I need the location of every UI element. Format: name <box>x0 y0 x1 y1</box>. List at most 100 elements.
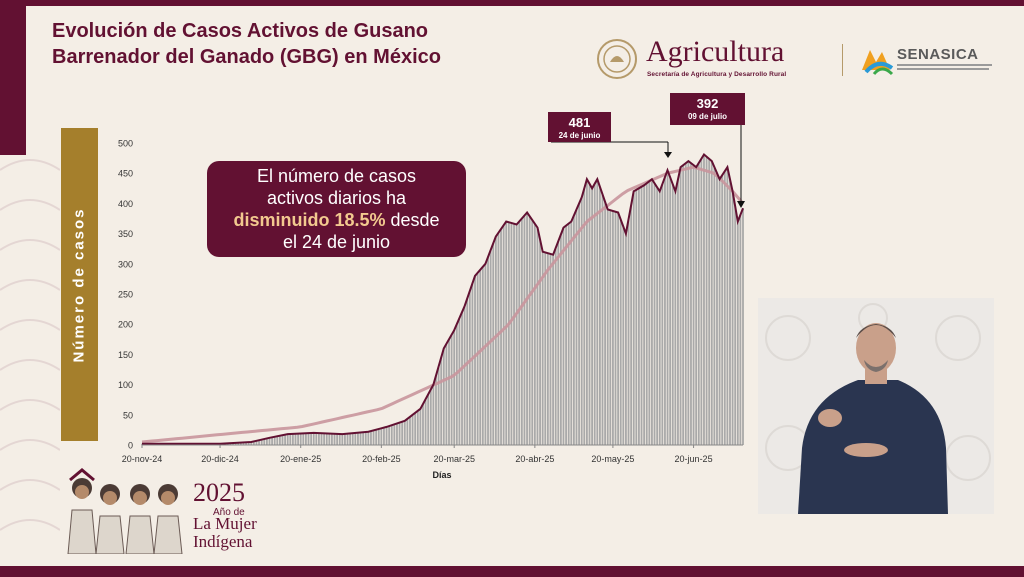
daily-bar <box>572 215 575 445</box>
daily-bar <box>450 334 453 445</box>
peak-392-label: 392 09 de julio <box>670 93 745 125</box>
daily-bar <box>510 223 513 445</box>
daily-bar <box>739 214 742 445</box>
daily-bar <box>315 433 318 445</box>
x-tick-label: 20-may-25 <box>591 454 634 464</box>
callout-line-1: El número de casos <box>256 166 417 186</box>
daily-bar <box>544 252 547 445</box>
daily-bar <box>593 183 596 445</box>
daily-bar <box>596 179 599 446</box>
daily-bar <box>286 434 289 445</box>
daily-bar <box>690 163 692 445</box>
daily-bar <box>726 167 729 445</box>
daily-bar <box>679 167 682 445</box>
daily-bar <box>531 220 534 445</box>
y-tick-label: 500 <box>118 139 133 149</box>
x-tick-label: 20-dic-24 <box>201 454 239 464</box>
daily-bar <box>323 433 326 445</box>
daily-bar <box>671 184 674 445</box>
daily-bar <box>677 179 679 446</box>
daily-bar <box>432 384 435 445</box>
daily-bar <box>617 212 620 445</box>
daily-bar <box>297 433 300 445</box>
daily-bar <box>398 422 401 445</box>
daily-bar <box>427 394 430 445</box>
daily-bar <box>692 165 695 445</box>
daily-bar <box>664 177 666 446</box>
daily-bar <box>630 205 633 445</box>
daily-bar <box>435 375 437 445</box>
daily-bar <box>622 226 625 445</box>
y-tick-label: 300 <box>118 259 133 269</box>
daily-bar <box>338 434 341 445</box>
daily-bar <box>599 186 601 446</box>
agency-subtitle: Secretaría de Agricultura y Desarrollo R… <box>647 71 787 78</box>
daily-bar <box>640 186 643 446</box>
year-dedication-line-1: La Mujer <box>193 514 257 533</box>
daily-bar <box>601 194 604 445</box>
daily-bar <box>305 433 307 445</box>
daily-bar <box>242 442 245 445</box>
daily-bar <box>445 343 448 445</box>
decorative-pattern <box>0 159 60 531</box>
daily-bar <box>252 441 255 445</box>
daily-bar <box>580 197 583 445</box>
daily-bar <box>414 412 417 445</box>
daily-bar <box>377 428 380 445</box>
daily-bar <box>481 266 484 445</box>
daily-bar <box>507 222 510 445</box>
year-subtitle: Año de <box>213 507 245 518</box>
daily-bar <box>559 234 562 445</box>
x-tick-label: 20-nov-24 <box>122 454 163 464</box>
daily-bar <box>416 410 419 445</box>
daily-bar <box>723 171 726 445</box>
year-dedication: La Mujer Indígena <box>193 515 257 551</box>
daily-bar <box>239 442 242 445</box>
daily-bar <box>388 426 391 445</box>
daily-bar <box>380 428 383 445</box>
daily-bar <box>250 441 253 445</box>
daily-bar <box>390 425 393 445</box>
daily-bar <box>541 251 544 445</box>
daily-bar <box>422 403 424 445</box>
bottom-band <box>0 566 1024 577</box>
daily-bar <box>518 221 521 445</box>
y-tick-label: 200 <box>118 320 133 330</box>
daily-line <box>142 152 744 445</box>
daily-bar <box>643 185 646 445</box>
daily-bar <box>674 191 677 445</box>
daily-bar <box>409 416 411 445</box>
daily-bar <box>713 167 716 445</box>
daily-bar <box>494 236 497 445</box>
daily-bar <box>669 177 672 446</box>
daily-bar <box>497 232 500 445</box>
daily-bar <box>276 436 279 445</box>
senasica-emblem-icon <box>862 50 894 76</box>
daily-bar <box>528 216 531 445</box>
daily-bar <box>437 366 440 445</box>
daily-bar <box>695 167 698 445</box>
daily-bar <box>708 158 711 445</box>
daily-bar <box>453 330 456 445</box>
daily-bar <box>567 223 570 445</box>
daily-bar <box>396 423 398 445</box>
daily-bar <box>258 440 260 445</box>
daily-bar <box>448 339 450 445</box>
daily-bar <box>284 434 286 445</box>
daily-bar <box>578 203 580 445</box>
daily-bar <box>312 432 315 445</box>
daily-bar <box>614 211 617 445</box>
daily-bar <box>718 179 721 446</box>
title-line-2: Barrenador del Ganado (GBG) en México <box>52 46 441 68</box>
daily-bar <box>609 210 612 445</box>
daily-bar <box>463 306 466 445</box>
peak-392-arrowhead <box>737 201 745 208</box>
daily-bar <box>658 191 661 445</box>
daily-bar <box>234 442 237 445</box>
peak-481-label: 481 24 de junio <box>548 112 611 142</box>
daily-bar <box>263 438 266 445</box>
daily-bar <box>656 187 659 446</box>
daily-bar <box>302 433 305 445</box>
daily-bar <box>419 408 422 445</box>
daily-bar <box>484 263 487 445</box>
